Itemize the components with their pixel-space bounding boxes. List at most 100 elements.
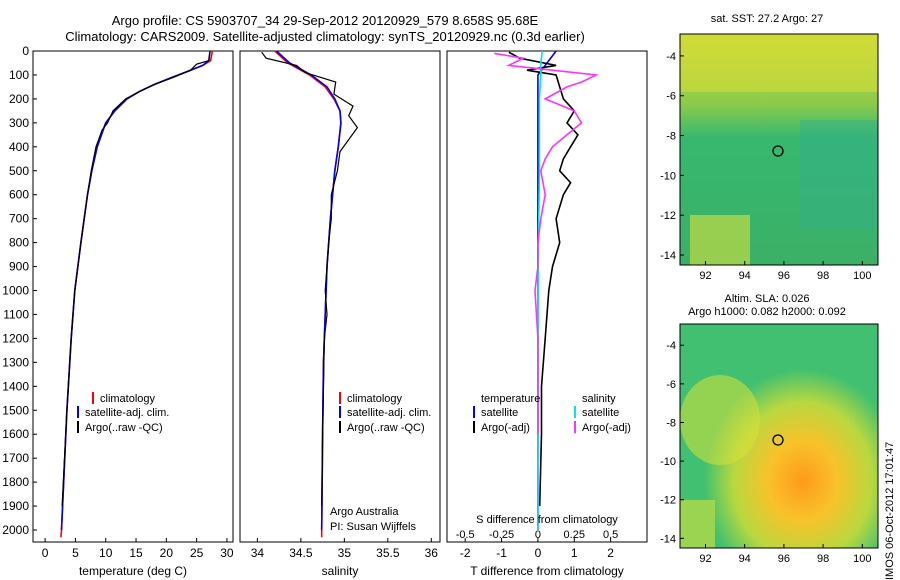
y-tick-label: 600: [9, 188, 29, 202]
difference-legend: temperature satellite Argo(-adj) salinit…: [473, 393, 631, 434]
x2-tick-label: 0: [535, 529, 541, 541]
x-tick-label: 1: [571, 546, 578, 560]
x2-tick-label: 0.5: [603, 529, 618, 541]
map-y-tick-label: -10: [660, 456, 676, 468]
legend-argo-sal: Argo(..raw -QC): [347, 422, 425, 434]
y-tick-label: 1400: [2, 379, 29, 393]
x-tick-label: 34.5: [289, 546, 313, 560]
sst-map: [680, 34, 878, 265]
x-tick-label: 5: [72, 546, 79, 560]
map-y-tick-label: -14: [660, 250, 676, 262]
y-tick-label: 1600: [2, 427, 29, 441]
y-tick-label: 700: [9, 212, 29, 226]
x-tick-label: -2: [460, 546, 471, 560]
x-tick-label: 36: [425, 546, 439, 560]
y-tick-label: 2000: [2, 523, 29, 537]
map-x-tick-label: 96: [778, 553, 790, 565]
legend-argo: Argo(..raw -QC): [85, 422, 163, 434]
map-y-tick-label: -4: [666, 340, 676, 352]
series-line-satellite-adj--clim-: [60, 50, 211, 531]
x-tick-label: 35.5: [376, 546, 400, 560]
sla-map: [680, 324, 878, 548]
y-tick-label: 100: [9, 68, 29, 82]
chart-title-line2: Climatology: CARS2009. Satellite-adjuste…: [65, 29, 585, 44]
y-tick-label: 500: [9, 164, 29, 178]
legend-satellite: satellite-adj. clim.: [85, 407, 169, 419]
chart-title-line1: Argo profile: CS 5903707_34 29-Sep-2012 …: [111, 13, 539, 28]
legend-climatology-sal: climatology: [347, 393, 403, 405]
x-tick-label: 34: [251, 546, 265, 560]
difference-plot-frame: [446, 50, 648, 543]
temperature-plot-frame: [32, 50, 234, 543]
legend-sal-satellite: satellite: [582, 407, 619, 419]
sla-map-subtitle: Argo h1000: 0.082 h2000: 0.092: [688, 306, 846, 318]
map-x-tick-label: 100: [853, 553, 871, 565]
x-tick-label: 15: [129, 546, 143, 560]
series-line-salinity-satellite: [537, 50, 544, 530]
map-x-tick-label: 92: [699, 270, 711, 282]
y-tick-label: 800: [9, 236, 29, 250]
x-tick-label: 20: [160, 546, 174, 560]
x-tick-label: 0: [42, 546, 49, 560]
legend-temp-satellite: satellite: [481, 407, 518, 419]
x-tick-label: 35: [338, 546, 352, 560]
y-tick-label: 1700: [2, 451, 29, 465]
map-y-tick-label: -4: [666, 51, 676, 63]
map-y-tick-label: -6: [666, 91, 676, 103]
sla-argo-marker: [772, 434, 784, 446]
x2-tick-label: 0.25: [564, 529, 585, 541]
series-line-argo---raw--qc-: [61, 52, 211, 507]
annotation-pi: PI: Susan Wijffels: [330, 521, 416, 533]
map-x-tick-label: 92: [699, 553, 711, 565]
legend-temperature-title: temperature: [481, 393, 540, 405]
x2-tick-label: -0.25: [489, 529, 514, 541]
y-tick-label: 300: [9, 116, 29, 130]
x-tick-label: 10: [99, 546, 113, 560]
legend-satellite-sal: satellite-adj. clim.: [347, 407, 431, 419]
y-tick-label: 1100: [3, 307, 29, 321]
y-tick-label: 1000: [2, 284, 29, 298]
x-tick-label: 2: [607, 546, 614, 560]
y-tick-label: 1200: [2, 331, 29, 345]
legend-temp-argo: Argo(-adj): [481, 422, 530, 434]
legend-sal-argo: Argo(-adj): [582, 422, 631, 434]
y-tick-label: 1800: [2, 475, 29, 489]
y-tick-label: 1500: [2, 403, 29, 417]
map-y-tick-label: -8: [666, 417, 676, 429]
map-y-tick-label: -10: [660, 170, 676, 182]
y-tick-label: 1300: [2, 355, 29, 369]
x-tick-label: -1: [496, 546, 507, 560]
tdiff-xlabel: T difference from climatology: [470, 564, 624, 578]
sst-argo-marker: [772, 145, 784, 157]
series-line-climatology: [274, 50, 342, 538]
y-tick-label: 400: [9, 140, 29, 154]
temperature-legend: climatology satellite-adj. clim. Argo(..…: [77, 392, 169, 434]
series-line-climatology: [60, 50, 214, 538]
x-tick-label: 0: [535, 546, 542, 560]
map-y-tick-label: -12: [660, 210, 676, 222]
map-x-tick-label: 94: [739, 553, 751, 565]
sdiff-xlabel: S difference from climatology: [476, 514, 618, 526]
y-tick-label: 200: [9, 92, 29, 106]
temperature-xlabel: temperature (deg C): [79, 564, 187, 578]
y-tick-label: 0: [22, 44, 29, 58]
map-x-tick-label: 98: [817, 553, 829, 565]
salinity-xlabel: salinity: [322, 564, 359, 578]
salinity-plot-frame: [239, 50, 441, 543]
map-y-tick-label: -14: [660, 533, 676, 545]
x-tick-label: 30: [220, 546, 234, 560]
y-tick-label: 1900: [2, 499, 29, 513]
sst-map-title: sat. SST: 27.2 Argo: 27: [711, 13, 824, 25]
series-line-argo---raw--qc-: [261, 51, 359, 507]
map-x-tick-label: 94: [739, 270, 751, 282]
x-tick-label: 25: [190, 546, 204, 560]
legend-salinity-title: salinity: [582, 393, 616, 405]
map-y-tick-label: -6: [666, 379, 676, 391]
imos-timestamp-label: IMOS 06-Oct-2012 17:01:47: [884, 441, 896, 580]
x2-tick-label: -0.5: [456, 529, 475, 541]
sla-map-frame: [679, 323, 879, 549]
map-y-tick-label: -12: [660, 495, 676, 507]
legend-climatology: climatology: [100, 393, 156, 405]
map-x-tick-label: 100: [853, 270, 871, 282]
